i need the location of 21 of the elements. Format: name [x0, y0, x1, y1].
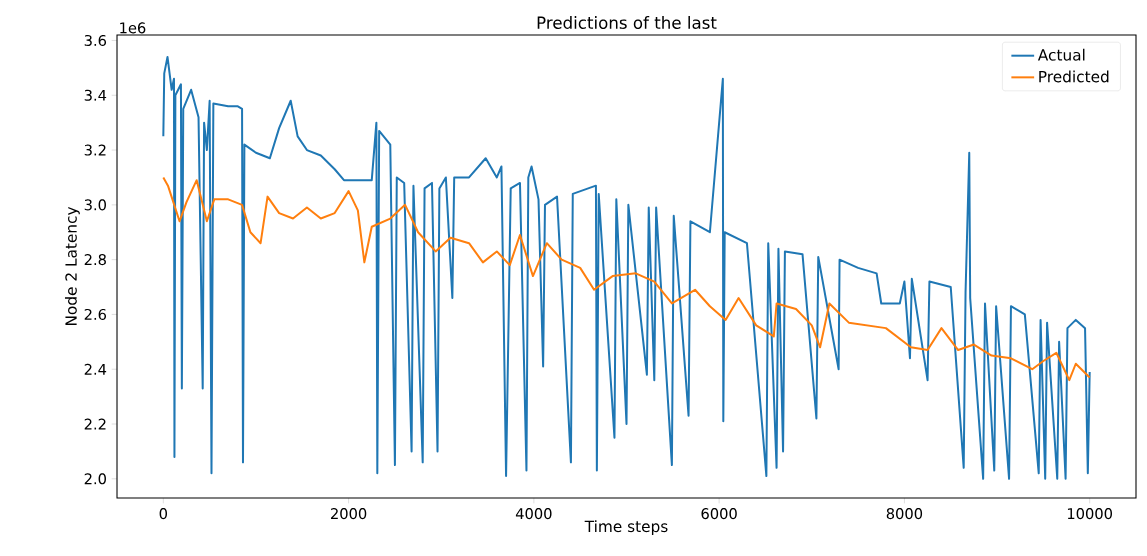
x-tick-label: 8000 — [886, 508, 923, 520]
x-axis-title: Time steps — [584, 520, 668, 536]
x-tick-label: 6000 — [701, 508, 737, 520]
y-tick-label: 2.2 — [84, 418, 106, 430]
chart-title: Predictions of the last — [537, 16, 717, 29]
x-tick-label: 4000 — [515, 508, 552, 520]
y-tick-label: 3.0 — [84, 199, 106, 211]
legend-label: Actual — [1037, 48, 1085, 61]
x-tick-label: 2000 — [331, 508, 367, 520]
x-tick-label: 0 — [159, 508, 167, 520]
y-tick-label: 3.2 — [84, 144, 106, 156]
legend-label: Predicted — [1039, 70, 1109, 83]
text: 1e6 — [120, 22, 146, 34]
y-tick-label: 2.6 — [84, 308, 107, 320]
y-tick-label: 2.8 — [84, 254, 106, 266]
x-tick-label: 10000 — [1067, 508, 1113, 520]
y-tick-label: 2.4 — [84, 363, 107, 375]
y-tick-label: 3.4 — [84, 89, 107, 101]
y-tick-label: 3.6 — [84, 34, 107, 47]
y-axis-title: Node 2 Latency — [64, 206, 80, 326]
y-tick-label: 2.0 — [84, 473, 106, 485]
